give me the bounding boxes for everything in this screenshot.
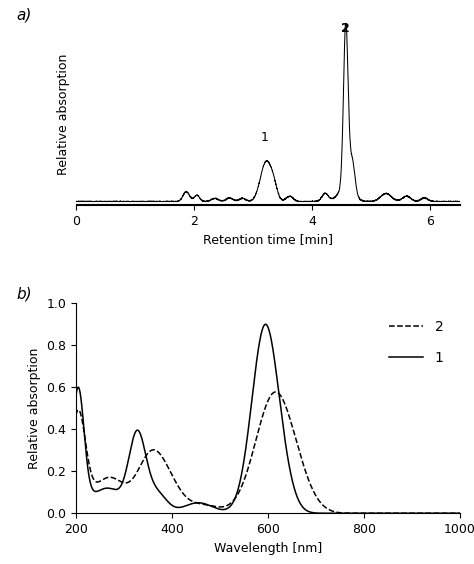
1: [457, 510, 463, 517]
X-axis label: Wavelength [nm]: Wavelength [nm]: [214, 541, 322, 554]
2: [449, 510, 455, 517]
Line: 1: 1: [76, 324, 460, 513]
X-axis label: Retention time [min]: Retention time [min]: [203, 233, 333, 246]
1: [220, 506, 226, 513]
1: [139, 437, 145, 444]
Y-axis label: Relative absorption: Relative absorption: [27, 347, 41, 469]
Y-axis label: Relative absorption: Relative absorption: [57, 53, 70, 174]
Text: a): a): [16, 8, 32, 23]
Text: 1: 1: [261, 131, 269, 144]
2: [237, 487, 243, 494]
Line: 2: 2: [76, 392, 460, 513]
Legend: 2, 1: 2, 1: [383, 314, 449, 370]
2: [117, 478, 122, 484]
Text: b): b): [16, 287, 32, 302]
2: [457, 510, 463, 517]
1: [263, 321, 268, 328]
Text: 2: 2: [341, 22, 350, 35]
2: [139, 459, 145, 465]
1: [449, 510, 455, 517]
2: [273, 389, 279, 395]
1: [73, 393, 79, 400]
2: [408, 510, 414, 517]
2: [73, 412, 79, 419]
1: [408, 510, 414, 517]
2: [220, 503, 226, 510]
1: [237, 479, 243, 486]
1: [117, 484, 122, 491]
